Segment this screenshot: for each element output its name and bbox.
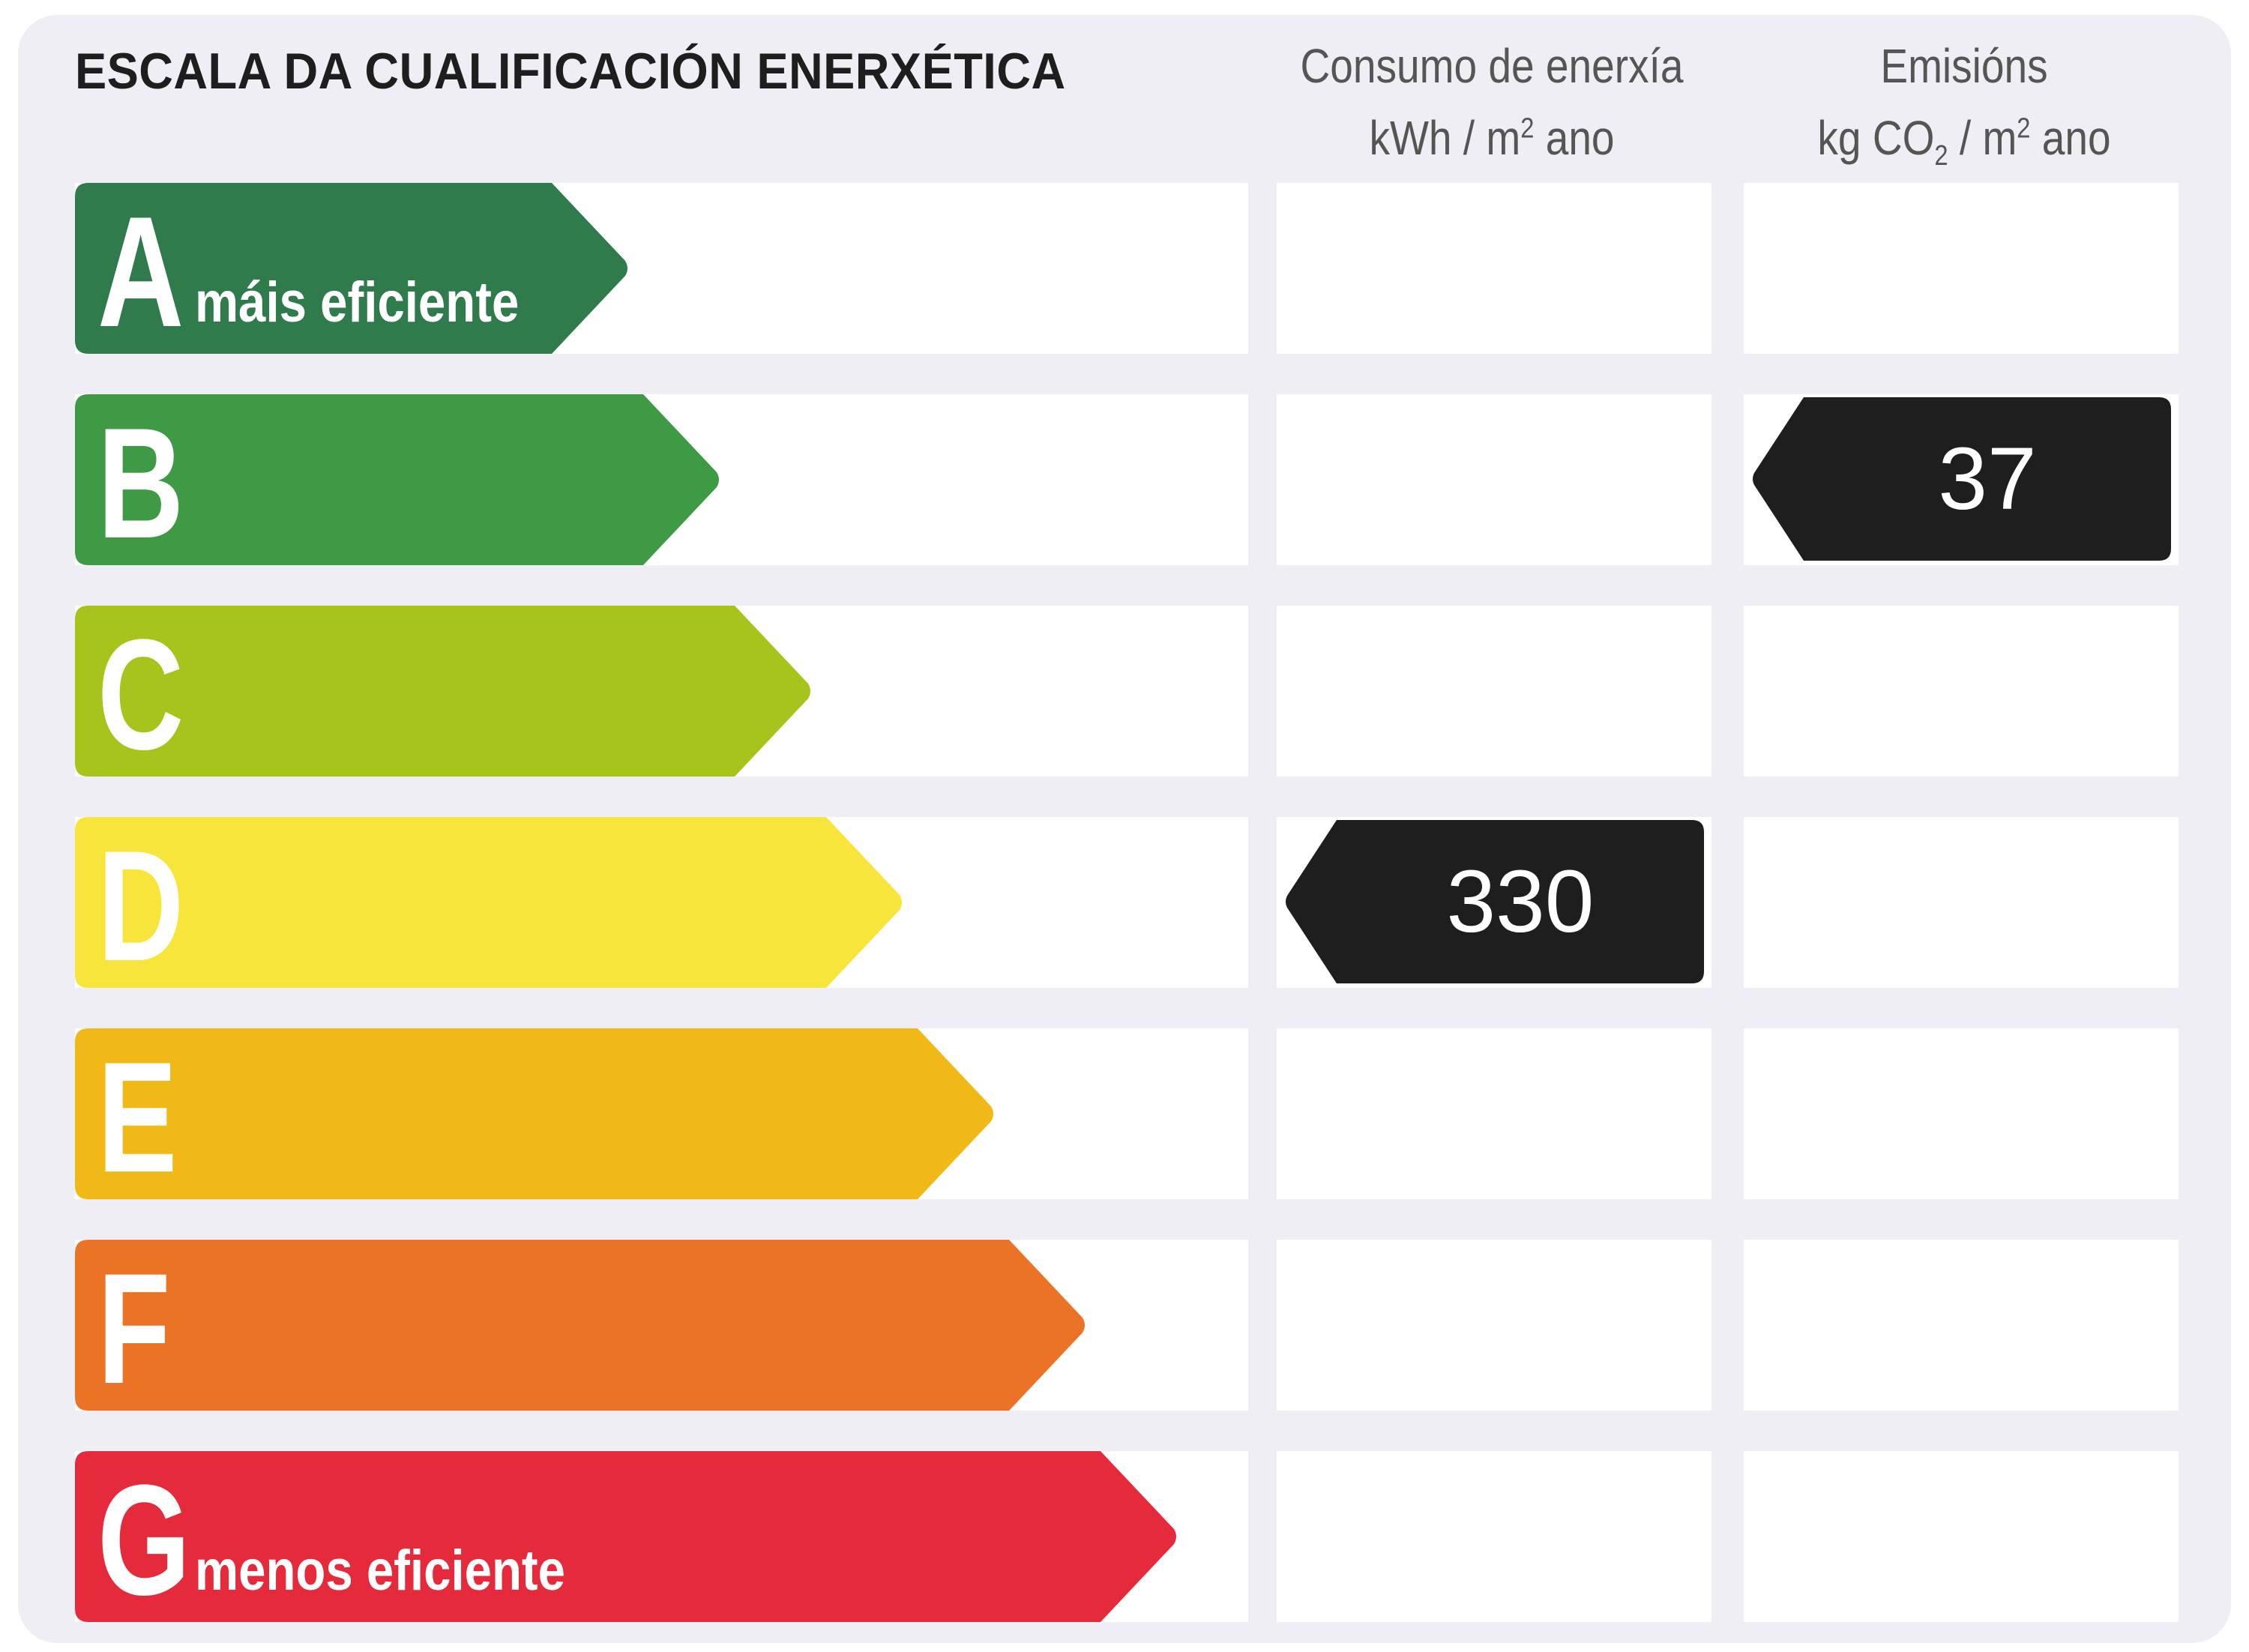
class-arrow-g [75,1451,1176,1622]
emissions-cell-d [1744,817,2179,988]
emissions-cell-f [1744,1240,2179,1411]
emissions-cell-c [1744,606,2179,777]
emissions-indicator-value: 37 [1938,429,2037,528]
consumption-cell-b [1277,394,1711,565]
emissions-header-unit: kg CO2 / m2 ano [1817,111,2111,172]
emissions-cell-a [1744,183,2179,354]
class-label-a: máis eficiente [195,271,520,334]
class-letter-d: D [97,818,184,994]
class-arrow-b [75,394,719,565]
consumption-cell-a [1277,183,1711,354]
consumption-header-unit: kWh / m2 ano [1369,111,1615,165]
class-arrow-d [75,817,902,988]
consumption-indicator-arrow [1286,820,1704,983]
emissions-cell-g [1744,1451,2179,1622]
class-arrow-f [75,1240,1085,1411]
class-letter-e: E [97,1029,178,1205]
scale-title: ESCALA DA CUALIFICACIÓN ENERXÉTICA [75,43,1066,100]
emissions-header-line1: Emisións [1880,39,2048,93]
consumption-cell-g [1277,1451,1711,1622]
class-letter-a: A [97,184,184,360]
consumption-column-header: Consumo de enerxía kWh / m2 ano [1279,30,1705,174]
consumption-cell-e [1277,1028,1711,1199]
class-letter-g: G [97,1452,191,1628]
consumption-cell-f [1277,1240,1711,1411]
class-arrow-e [75,1028,993,1199]
class-label-g: menos eficiente [195,1539,566,1603]
class-arrow-a [75,183,627,354]
emissions-column-header: Emisións kg CO2 / m2 ano [1751,30,2177,174]
consumption-indicator-value: 330 [1446,852,1595,951]
consumption-cell-c [1277,606,1711,777]
consumption-header-line1: Consumo de enerxía [1300,39,1684,93]
emissions-cell-e [1744,1028,2179,1199]
class-arrow-c [75,606,810,777]
class-letter-c: C [97,606,184,783]
emissions-indicator-arrow [1753,397,2171,561]
class-letter-b: B [97,395,184,571]
class-letter-f: F [97,1240,171,1417]
